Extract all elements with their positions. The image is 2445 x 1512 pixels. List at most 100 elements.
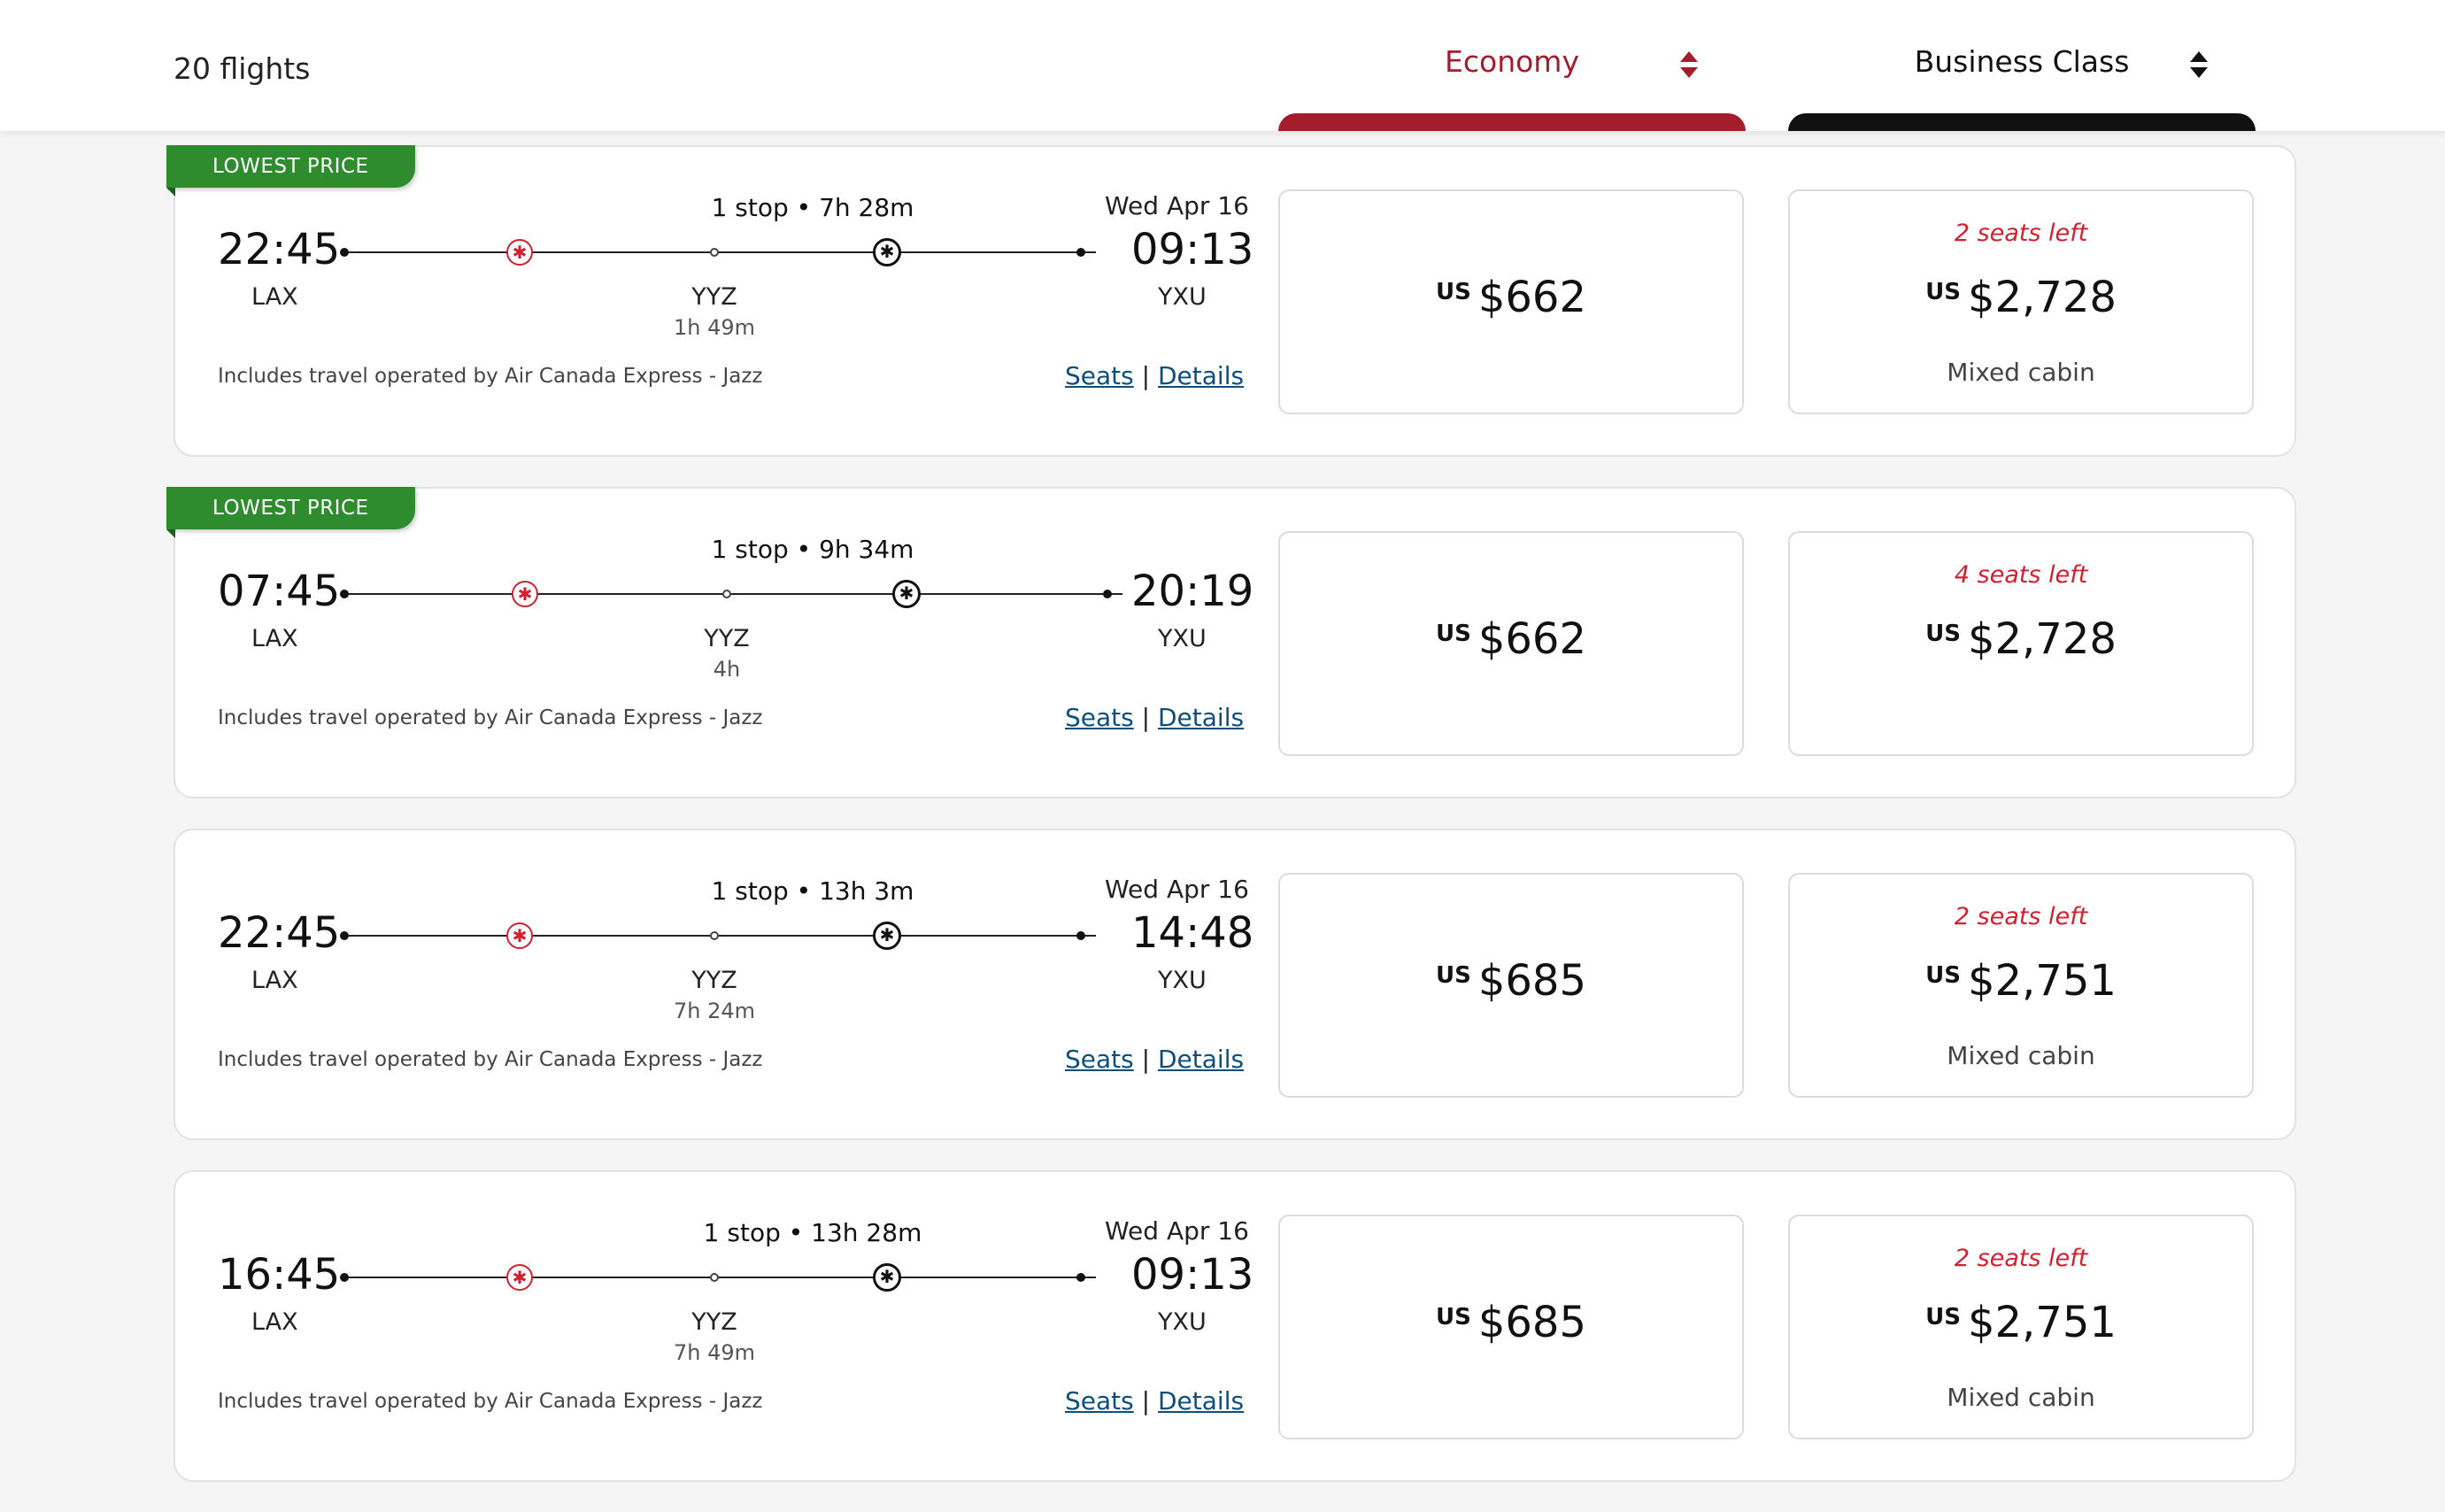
seats-link[interactable]: Seats <box>1065 361 1134 390</box>
seats-left: 2 seats left <box>1954 903 2088 930</box>
details-link[interactable]: Details <box>1157 1386 1245 1416</box>
link-separator: | <box>1141 703 1151 732</box>
layover-duration: 7h 24m <box>673 999 756 1023</box>
seats-link[interactable]: Seats <box>1065 1045 1134 1074</box>
business-fare-button[interactable]: 2 seats left US $2,728 Mixed cabin <box>1788 189 2254 414</box>
operator-note: Includes travel operated by Air Canada E… <box>218 1048 763 1071</box>
departure-time: 16:45 <box>218 1250 341 1300</box>
arrival-time: 09:13 <box>1131 1250 1254 1300</box>
lowest-price-badge: LOWEST PRICE <box>166 145 415 197</box>
flight-count: 20 flights <box>174 51 311 86</box>
currency-code: US <box>1925 1304 1961 1331</box>
cabin-bar-business <box>1788 113 2256 131</box>
currency-code: US <box>1436 279 1471 305</box>
economy-fare-button[interactable]: US $662 <box>1278 189 1744 414</box>
stop-summary: 1 stop • 13h 3m <box>711 876 914 906</box>
destination-airport: YXU <box>1158 625 1207 652</box>
route-line <box>343 251 1096 253</box>
layover-duration: 1h 49m <box>673 315 756 340</box>
mixed-cabin-note: Mixed cabin <box>1947 1383 2095 1412</box>
economy-price: US $685 <box>1280 960 1742 1002</box>
currency-code: US <box>1436 962 1471 989</box>
economy-amount: $685 <box>1477 956 1586 1006</box>
business-price: US $2,751 <box>1790 960 2252 1002</box>
mixed-cabin-note: Mixed cabin <box>1947 1041 2095 1070</box>
seats-link[interactable]: Seats <box>1065 1386 1134 1416</box>
arrival-time: 14:48 <box>1131 908 1254 958</box>
economy-fare-button[interactable]: US $685 <box>1278 1215 1744 1439</box>
stop-dot <box>722 590 731 598</box>
flight-card[interactable]: LOWEST PRICE 1 stop • 7h 28m Wed Apr 16 … <box>166 145 2296 457</box>
arrival-time: 09:13 <box>1131 225 1254 274</box>
route-end-dot <box>1103 590 1112 598</box>
route-line <box>343 1277 1096 1278</box>
flight-card[interactable]: 1 stop • 13h 28m Wed Apr 16 16:45 09:13 … <box>174 1170 2296 1482</box>
star-alliance-icon: ✱ <box>873 238 901 266</box>
business-fare-button[interactable]: 2 seats left US $2,751 Mixed cabin <box>1788 873 2254 1098</box>
operator-note: Includes travel operated by Air Canada E… <box>218 365 763 388</box>
flight-card[interactable]: LOWEST PRICE 1 stop • 9h 34m 07:45 20:19… <box>166 487 2296 798</box>
stop-airport: YYZ <box>704 625 750 652</box>
currency-code: US <box>1436 621 1471 647</box>
maple-leaf-icon: ✱ <box>506 239 533 266</box>
economy-amount: $662 <box>1477 273 1586 322</box>
economy-amount: $662 <box>1477 614 1586 664</box>
stop-airport: YYZ <box>691 967 737 994</box>
stop-dot <box>710 931 719 940</box>
cabin-header-economy[interactable]: Economy <box>1278 0 1746 131</box>
seats-left: 2 seats left <box>1954 220 2088 247</box>
economy-fare-button[interactable]: US $662 <box>1278 531 1744 756</box>
business-fare-button[interactable]: 4 seats left US $2,728 <box>1788 531 2254 756</box>
star-alliance-icon: ✱ <box>873 922 901 950</box>
link-separator: | <box>1141 1386 1151 1416</box>
arrival-date: Wed Apr 16 <box>1105 875 1249 904</box>
economy-amount: $685 <box>1477 1298 1586 1347</box>
details-link[interactable]: Details <box>1157 361 1245 390</box>
route-start-dot <box>340 248 349 257</box>
cabin-title-business: Business Class <box>1914 44 2130 79</box>
business-amount: $2,751 <box>1967 956 2117 1006</box>
stop-summary: 1 stop • 13h 28m <box>703 1218 922 1247</box>
link-separator: | <box>1141 361 1151 390</box>
cabin-header-business[interactable]: Business Class <box>1788 0 2256 131</box>
origin-airport: LAX <box>251 967 298 994</box>
business-amount: $2,728 <box>1967 614 2117 664</box>
details-link[interactable]: Details <box>1157 703 1245 732</box>
operator-note: Includes travel operated by Air Canada E… <box>218 1390 763 1413</box>
route-start-dot <box>340 1273 349 1282</box>
flight-links: Seats | Details <box>1065 703 1244 732</box>
business-amount: $2,728 <box>1967 273 2117 322</box>
economy-fare-button[interactable]: US $685 <box>1278 873 1744 1098</box>
arrival-date: Wed Apr 16 <box>1105 1216 1249 1246</box>
flight-links: Seats | Details <box>1065 361 1244 390</box>
business-fare-button[interactable]: 2 seats left US $2,751 Mixed cabin <box>1788 1215 2254 1439</box>
sort-icon[interactable] <box>2190 51 2208 78</box>
sort-icon[interactable] <box>1680 51 1698 78</box>
arrival-time: 20:19 <box>1131 567 1254 616</box>
lowest-price-badge: LOWEST PRICE <box>166 487 415 538</box>
seats-link[interactable]: Seats <box>1065 703 1134 732</box>
route-start-dot <box>340 931 349 940</box>
mixed-cabin-note: Mixed cabin <box>1947 358 2095 387</box>
currency-code: US <box>1925 621 1961 647</box>
stop-airport: YYZ <box>691 283 737 311</box>
flight-card[interactable]: 1 stop • 13h 3m Wed Apr 16 22:45 14:48 ✱… <box>174 829 2296 1140</box>
maple-leaf-icon: ✱ <box>506 1264 533 1291</box>
route-start-dot <box>340 590 349 598</box>
flight-links: Seats | Details <box>1065 1386 1244 1416</box>
details-link[interactable]: Details <box>1157 1045 1245 1074</box>
business-amount: $2,751 <box>1967 1298 2117 1347</box>
origin-airport: LAX <box>251 1308 298 1336</box>
business-price: US $2,751 <box>1790 1301 2252 1344</box>
destination-airport: YXU <box>1158 1308 1207 1336</box>
stop-summary: 1 stop • 7h 28m <box>711 193 914 222</box>
flight-links: Seats | Details <box>1065 1045 1244 1074</box>
layover-duration: 7h 49m <box>673 1340 756 1365</box>
stop-airport: YYZ <box>691 1308 737 1336</box>
operator-note: Includes travel operated by Air Canada E… <box>218 706 763 729</box>
origin-airport: LAX <box>251 283 298 311</box>
link-separator: | <box>1141 1045 1151 1074</box>
departure-time: 22:45 <box>218 225 341 274</box>
economy-price: US $685 <box>1280 1301 1742 1344</box>
star-alliance-icon: ✱ <box>873 1263 901 1292</box>
